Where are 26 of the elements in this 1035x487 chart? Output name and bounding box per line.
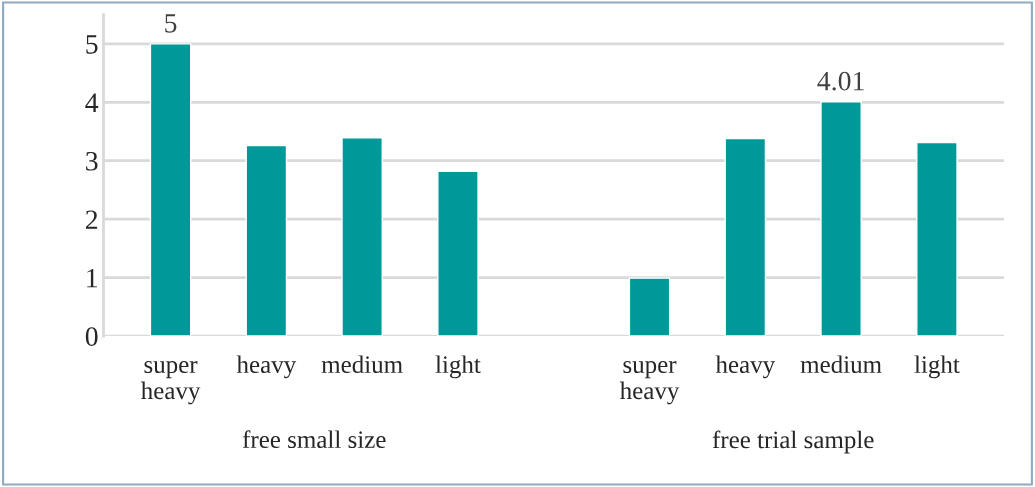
y-tick-label: 2: [85, 210, 98, 229]
x-tick-label: super heavy: [619, 361, 680, 405]
bar: [628, 277, 671, 337]
x-tick-label: heavy: [715, 355, 776, 379]
y-tick-label: 4: [85, 93, 99, 112]
text: free small size: [242, 430, 386, 449]
x-tick-label: medium: [321, 355, 403, 374]
y-tick-label: 1: [87, 268, 97, 288]
x-tick-label: light: [914, 355, 960, 379]
data-label: 5: [165, 14, 177, 33]
x-tick-label: super heavy: [140, 361, 201, 405]
bar: [149, 43, 192, 337]
y-tick-label: 5: [86, 35, 98, 54]
bar: [341, 137, 383, 337]
x-tick-label: medium: [800, 355, 882, 374]
bar: [437, 170, 479, 337]
bar: [245, 144, 288, 337]
bar: [916, 141, 958, 337]
x-tick-label: light: [435, 355, 481, 379]
bar: [724, 137, 767, 337]
bar: [820, 100, 862, 337]
x-tick-label: heavy: [236, 355, 297, 379]
y-tick-label: 0: [85, 327, 98, 346]
y-tick-label: 3: [86, 151, 98, 171]
text: free trial sample: [712, 430, 874, 454]
data-label: 4.01: [817, 71, 864, 91]
